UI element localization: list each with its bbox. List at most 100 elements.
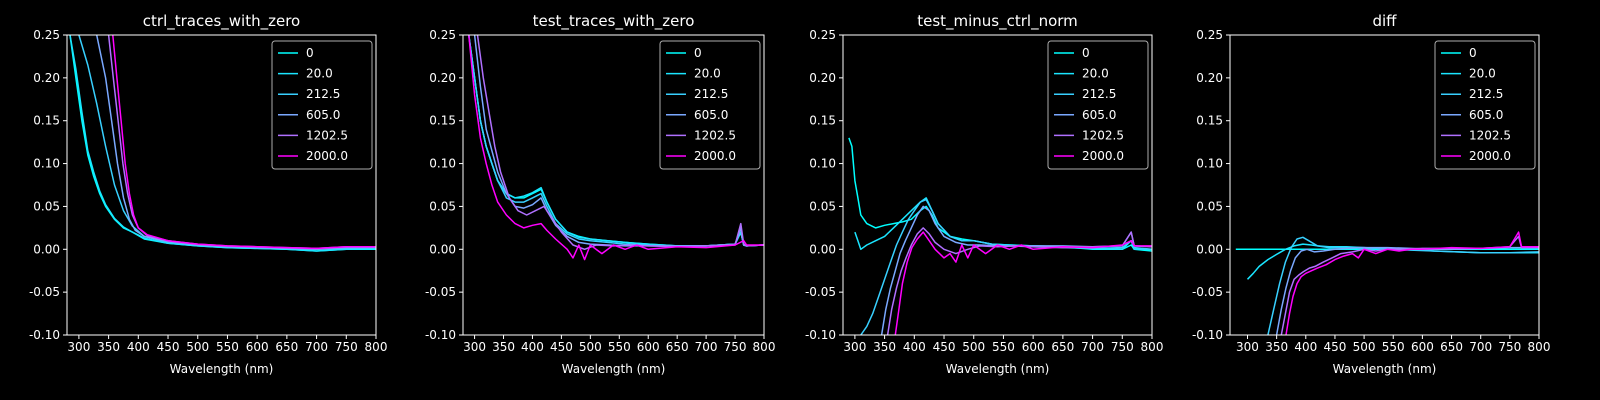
y-tick-label: 0.05 — [429, 199, 456, 213]
legend-label: 605.0 — [1082, 108, 1116, 122]
legend-label: 1202.5 — [1469, 128, 1511, 142]
y-tick-label: -0.10 — [1192, 328, 1223, 342]
series-line-2000.0 — [1285, 231, 1539, 335]
x-tick-label: 300 — [843, 340, 866, 354]
x-tick-label: 500 — [186, 340, 209, 354]
y-tick-label: 0.25 — [809, 28, 836, 42]
legend-label: 20.0 — [306, 67, 333, 81]
x-tick-label: 800 — [365, 340, 388, 354]
x-tick-label: 650 — [666, 340, 689, 354]
legend-label: 212.5 — [1082, 87, 1116, 101]
legend: 0 20.0 212.5 605.0 1202.5 2000.0 — [271, 40, 373, 170]
y-tick-label: 0.10 — [33, 157, 60, 171]
legend-label: 605.0 — [1469, 108, 1503, 122]
x-tick-label: 800 — [753, 340, 776, 354]
legend-label: 212.5 — [306, 87, 340, 101]
y-tick-label: -0.05 — [29, 285, 60, 299]
y-tick-label: 0.05 — [33, 199, 60, 213]
x-axis-label: Wavelength (nm) — [1333, 362, 1437, 376]
x-tick-label: 350 — [873, 340, 896, 354]
legend-label: 2000.0 — [306, 149, 348, 163]
legend-label: 2000.0 — [1082, 149, 1124, 163]
x-tick-label: 550 — [992, 340, 1015, 354]
chart-title: test_traces_with_zero — [533, 12, 695, 31]
y-tick-label: 0.20 — [809, 71, 836, 85]
y-tick-label: 0.10 — [429, 157, 456, 171]
legend-label: 2000.0 — [694, 149, 736, 163]
x-tick-label: 450 — [550, 340, 573, 354]
x-tick-label: 300 — [1236, 340, 1259, 354]
legend-label: 1202.5 — [306, 128, 348, 142]
x-tick-label: 400 — [521, 340, 544, 354]
chart-title: test_minus_ctrl_norm — [917, 12, 1078, 31]
plot-area — [468, 35, 764, 261]
y-tick-label: 0.20 — [429, 71, 456, 85]
y-tick-label: -0.05 — [425, 285, 456, 299]
legend: 0 20.0 212.5 605.0 1202.5 2000.0 — [659, 40, 761, 170]
plot-area — [69, 35, 376, 252]
legend: 0 20.0 212.5 605.0 1202.5 2000.0 — [1047, 40, 1149, 170]
x-tick-label: 800 — [1528, 340, 1551, 354]
x-axis-label: Wavelength (nm) — [170, 362, 274, 376]
y-tick-label: -0.05 — [1192, 285, 1223, 299]
series-line-20.0 — [854, 197, 1152, 251]
x-tick-label: 800 — [1141, 340, 1164, 354]
x-tick-label: 600 — [246, 340, 269, 354]
chart-title: diff — [1372, 12, 1397, 30]
y-tick-label: 0.10 — [1196, 157, 1223, 171]
y-tick-label: 0.00 — [1196, 242, 1223, 256]
plot-area — [1235, 231, 1539, 335]
subplot-1: ctrl_traces_with_zero 300 350 400 450 500 550 6… — [29, 12, 388, 376]
y-tick-label: 0.00 — [809, 242, 836, 256]
y-tick-label: -0.10 — [29, 328, 60, 342]
series-line-212.5 — [1267, 236, 1539, 335]
series-line-2000.0 — [112, 35, 376, 250]
x-tick-label: 450 — [933, 340, 956, 354]
legend-label: 605.0 — [306, 108, 340, 122]
axes-frame — [66, 34, 377, 336]
legend-label: 0 — [694, 46, 702, 60]
x-tick-label: 450 — [1323, 340, 1346, 354]
legend-label: 212.5 — [694, 87, 728, 101]
legend-label: 2000.0 — [1469, 149, 1511, 163]
x-tick-label: 450 — [157, 340, 180, 354]
y-tick-label: -0.10 — [805, 328, 836, 342]
x-tick-label: 650 — [1051, 340, 1074, 354]
y-tick-label: 0.25 — [33, 28, 60, 42]
x-axis-label: Wavelength (nm) — [946, 362, 1050, 376]
x-tick-label: 550 — [608, 340, 631, 354]
x-tick-label: 600 — [1411, 340, 1434, 354]
y-tick-label: 0.15 — [809, 114, 836, 128]
x-tick-label: 700 — [1469, 340, 1492, 354]
y-tick-label: 0.20 — [1196, 71, 1223, 85]
y-tick-label: -0.05 — [805, 285, 836, 299]
series-line-212.5 — [860, 198, 1152, 335]
x-tick-label: 700 — [1081, 340, 1104, 354]
legend-label: 20.0 — [1082, 67, 1109, 81]
x-tick-label: 750 — [1111, 340, 1134, 354]
subplot-4: diff 300 350 400 450 500 550 600 650 700 750 800 -0.… — [1192, 12, 1551, 376]
x-tick-label: 600 — [1022, 340, 1045, 354]
plot-area — [848, 137, 1152, 335]
y-tick-label: 0.00 — [33, 242, 60, 256]
series-line-2000.0 — [894, 231, 1152, 335]
legend-label: 0 — [306, 46, 314, 60]
x-tick-label: 400 — [127, 340, 150, 354]
x-tick-label: 300 — [67, 340, 90, 354]
legend-label: 1202.5 — [1082, 128, 1124, 142]
series-line-2000.0 — [468, 35, 764, 261]
x-tick-label: 550 — [216, 340, 239, 354]
legend-label: 605.0 — [694, 108, 728, 122]
y-tick-label: 0.05 — [1196, 199, 1223, 213]
y-tick-label: 0.15 — [1196, 114, 1223, 128]
x-tick-label: 700 — [695, 340, 718, 354]
x-tick-label: 350 — [492, 340, 515, 354]
x-tick-label: 350 — [97, 340, 120, 354]
y-tick-label: 0.00 — [429, 242, 456, 256]
axes-frame — [842, 34, 1153, 336]
x-axis-label: Wavelength (nm) — [562, 362, 666, 376]
y-tick-label: 0.25 — [429, 28, 456, 42]
x-tick-label: 750 — [1498, 340, 1521, 354]
x-tick-label: 650 — [1440, 340, 1463, 354]
